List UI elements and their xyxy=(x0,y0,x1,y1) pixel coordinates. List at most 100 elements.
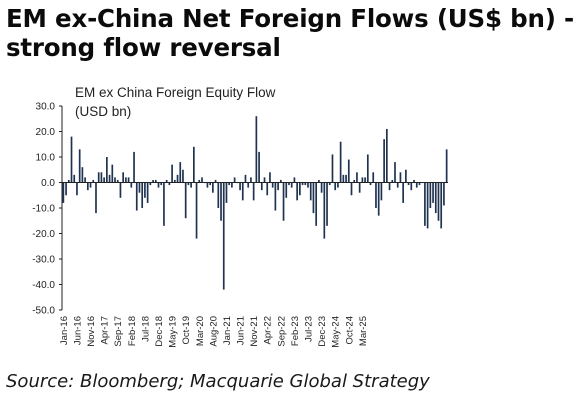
bar xyxy=(225,182,228,203)
bar xyxy=(160,182,163,186)
bar xyxy=(214,179,217,183)
bar xyxy=(413,179,415,183)
bar xyxy=(65,182,67,196)
bar xyxy=(328,182,331,186)
bar xyxy=(318,179,320,183)
bar xyxy=(380,182,383,201)
bar xyxy=(165,179,168,183)
y-tick-label: 30.0 xyxy=(36,102,56,113)
bar xyxy=(144,182,146,198)
x-tick-label: Oct-19 xyxy=(181,316,192,345)
x-tick-label: Nov-21 xyxy=(249,316,260,347)
x-tick-label: Oct-24 xyxy=(344,316,355,345)
bar xyxy=(304,182,307,186)
bar xyxy=(366,154,369,183)
x-tick-label: Apr-17 xyxy=(100,316,111,345)
bar xyxy=(361,177,364,183)
x-tick-label: May-24 xyxy=(331,316,342,348)
bar xyxy=(434,182,437,214)
bar xyxy=(184,182,187,219)
bar xyxy=(86,182,89,191)
bar xyxy=(263,177,266,183)
bar xyxy=(282,182,285,221)
bar xyxy=(111,164,114,183)
x-tick-label: Jun-16 xyxy=(72,316,83,345)
bar xyxy=(171,164,173,183)
x-tick-label: Jul-23 xyxy=(304,316,315,342)
bar xyxy=(407,182,410,186)
bar xyxy=(309,182,312,201)
bar xyxy=(220,182,222,221)
bar xyxy=(301,182,304,186)
bar xyxy=(391,179,394,183)
y-tick-label: -30.0 xyxy=(32,255,55,266)
bar xyxy=(182,169,184,183)
y-tick-label: -40.0 xyxy=(32,280,55,291)
bar xyxy=(163,182,165,226)
bar xyxy=(299,182,301,196)
bar xyxy=(125,177,127,183)
x-tick-label: Dec-23 xyxy=(317,316,328,347)
bar xyxy=(106,157,108,183)
bar xyxy=(108,174,111,183)
bar xyxy=(157,182,160,188)
bar xyxy=(347,159,350,183)
headline: EM ex-China Net Foreign Flows (US$ bn) -… xyxy=(6,4,575,62)
bar xyxy=(266,182,269,196)
bar xyxy=(252,182,255,201)
chart-background xyxy=(16,76,453,357)
bar xyxy=(78,149,81,183)
bar xyxy=(84,177,86,183)
bar xyxy=(67,179,70,183)
bar xyxy=(437,182,440,221)
bar xyxy=(342,174,345,183)
bar xyxy=(418,182,421,186)
bar xyxy=(62,182,65,203)
y-tick-label: 0.0 xyxy=(41,178,55,189)
bar xyxy=(193,146,195,183)
bar xyxy=(326,182,328,226)
x-tick-label: Dec-18 xyxy=(154,316,165,347)
bar xyxy=(410,182,413,191)
bar xyxy=(152,179,154,183)
bar xyxy=(89,182,92,188)
bar xyxy=(92,179,95,183)
bars xyxy=(62,116,448,290)
bar xyxy=(100,172,103,183)
chart-panel: EM ex China Foreign Equity Flow (USD bn)… xyxy=(16,76,453,357)
bar xyxy=(358,182,361,193)
bar xyxy=(141,182,144,208)
bar xyxy=(440,182,443,229)
bar xyxy=(288,182,290,186)
bar xyxy=(239,182,241,191)
bar xyxy=(277,182,279,191)
bar xyxy=(244,174,247,183)
y-tick-label: -50.0 xyxy=(32,306,55,317)
bar xyxy=(293,177,296,183)
x-tick-label: Sep-17 xyxy=(113,316,124,347)
bar xyxy=(149,182,152,186)
bar xyxy=(331,154,334,183)
bar xyxy=(323,182,326,239)
bar xyxy=(405,169,407,183)
bar xyxy=(217,182,220,208)
bar xyxy=(138,182,141,193)
bar xyxy=(424,182,426,226)
bar xyxy=(231,182,233,188)
source-note: Source: Bloomberg; Macquarie Global Stra… xyxy=(6,371,430,392)
bar xyxy=(388,182,391,191)
bar xyxy=(127,177,130,183)
bar xyxy=(432,182,434,203)
y-tick-label: -20.0 xyxy=(32,229,55,240)
bar xyxy=(396,182,399,188)
bar xyxy=(337,182,339,188)
bar xyxy=(95,182,97,214)
bar xyxy=(250,177,252,183)
y-tick-label: -10.0 xyxy=(32,204,55,215)
bar xyxy=(70,136,73,183)
bar xyxy=(369,182,372,186)
bar xyxy=(176,174,179,183)
bar xyxy=(241,182,244,201)
x-tick-label: Apr-22 xyxy=(263,316,274,345)
bar xyxy=(260,182,263,191)
